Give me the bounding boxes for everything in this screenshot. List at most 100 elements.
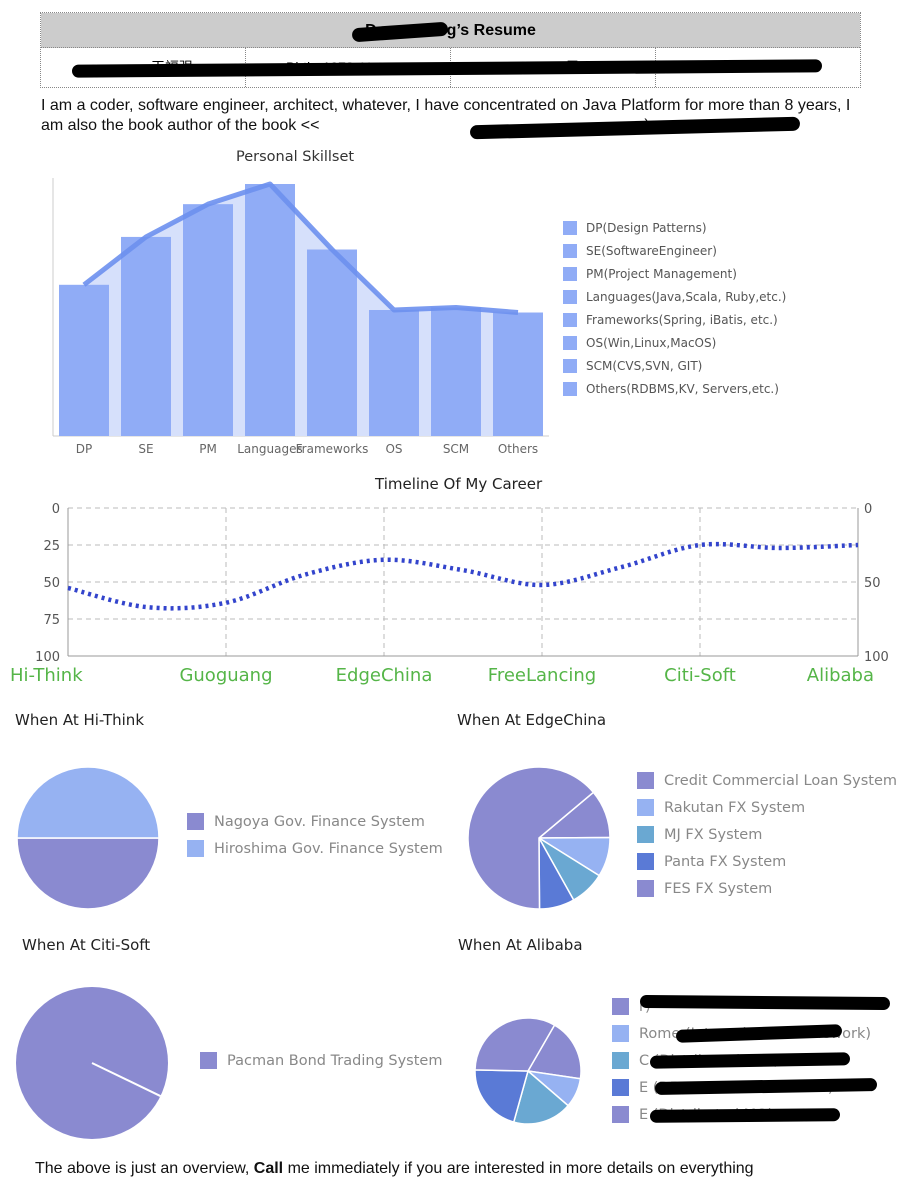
legend-swatch bbox=[563, 243, 577, 258]
legend-item: SE(SoftwareEngineer) bbox=[563, 239, 786, 262]
y-tick-label-left: 25 bbox=[43, 539, 60, 554]
pie-legend-swatch bbox=[612, 1079, 629, 1096]
pie-legend-swatch bbox=[637, 826, 654, 843]
pie-title-citisoft: When At Citi-Soft bbox=[22, 936, 151, 954]
pie-legend-item: Pacman Bond Trading System bbox=[200, 1047, 442, 1074]
legend-swatch bbox=[563, 358, 577, 373]
pie-slice bbox=[512, 1069, 570, 1125]
pie-legend-label: Hiroshima Gov. Finance System bbox=[214, 840, 443, 857]
pie-chart-hithink bbox=[16, 766, 160, 910]
pie-legend-label: Pacman Bond Trading System bbox=[227, 1052, 443, 1069]
legend-item: PM(Project Management) bbox=[563, 262, 786, 285]
redaction-mark bbox=[649, 1108, 841, 1123]
legend-item: Languages(Java,Scala, Ruby,etc.) bbox=[563, 285, 786, 308]
x-category-label: EdgeChina bbox=[336, 665, 433, 686]
resume-title: Dg’s Resume bbox=[41, 13, 860, 48]
pie-legend-swatch bbox=[187, 813, 204, 830]
pie-slice bbox=[16, 766, 160, 839]
redaction-mark bbox=[639, 994, 891, 1011]
pie-title-alibaba: When At Alibaba bbox=[458, 936, 583, 954]
pie-legend-item: Credit Commercial Loan System bbox=[637, 767, 897, 794]
legend-swatch bbox=[563, 335, 577, 350]
legend-swatch bbox=[563, 220, 577, 235]
x-category-label: Citi-Soft bbox=[664, 665, 736, 686]
pie-legend-swatch bbox=[612, 1052, 629, 1069]
pie-title-hithink: When At Hi-Think bbox=[15, 711, 145, 729]
footer-call-emphasis: Call bbox=[253, 1160, 284, 1177]
pie-slice bbox=[526, 1024, 582, 1080]
pie-slice bbox=[16, 837, 160, 910]
pie-legend-item: Hiroshima Gov. Finance System bbox=[187, 835, 443, 862]
legend-item: Others(RDBMS,KV, Servers,etc.) bbox=[563, 377, 786, 400]
pie-legend-label: MJ FX System bbox=[664, 826, 763, 843]
pie-legend-swatch bbox=[637, 880, 654, 897]
pie-legend-swatch bbox=[612, 1106, 629, 1123]
pie-legend-item: MJ FX System bbox=[637, 821, 897, 848]
pie-legend-label: Nagoya Gov. Finance System bbox=[214, 813, 425, 830]
pie-legend-label: Credit Commercial Loan System bbox=[664, 772, 897, 789]
y-tick-label-left: 50 bbox=[43, 576, 60, 591]
pie-legend-swatch bbox=[637, 853, 654, 870]
x-tick-label: Frameworks bbox=[296, 442, 369, 456]
legend-item: SCM(CVS,SVN, GIT) bbox=[563, 354, 786, 377]
pie-legend-swatch bbox=[612, 1025, 629, 1042]
y-tick-label-left: 0 bbox=[52, 502, 60, 517]
title-suffix: g’s Resume bbox=[446, 22, 536, 39]
pie-legend-swatch bbox=[187, 840, 204, 857]
legend-swatch bbox=[563, 312, 577, 327]
skills-chart-title: Personal Skillset bbox=[236, 149, 355, 165]
pie-slice bbox=[467, 766, 595, 910]
pie-legend-swatch bbox=[612, 998, 629, 1015]
x-category-label: FreeLancing bbox=[488, 665, 596, 686]
x-tick-label: DP bbox=[76, 442, 92, 456]
pie-chart-citisoft bbox=[16, 987, 168, 1139]
x-tick-label: PM bbox=[199, 442, 217, 456]
legend-label: PM(Project Management) bbox=[586, 266, 737, 281]
legend-item: DP(Design Patterns) bbox=[563, 216, 786, 239]
skills-trend-line bbox=[82, 181, 519, 316]
legend-label: Others(RDBMS,KV, Servers,etc.) bbox=[586, 381, 779, 396]
x-tick-label: OS bbox=[385, 442, 402, 456]
bar-dp bbox=[59, 284, 109, 436]
legend-swatch bbox=[563, 266, 577, 281]
footer-text: The above is just an overview, Call me i… bbox=[35, 1160, 754, 1178]
pie-legend-item: Nagoya Gov. Finance System bbox=[187, 808, 443, 835]
y-tick-label-left: 75 bbox=[43, 613, 60, 628]
legend-item: Frameworks(Spring, iBatis, etc.) bbox=[563, 308, 786, 331]
bar-scm bbox=[431, 307, 481, 436]
legend-label: Languages(Java,Scala, Ruby,etc.) bbox=[586, 289, 787, 304]
bar-os bbox=[369, 310, 419, 436]
legend-swatch bbox=[563, 289, 577, 304]
legend-label: Frameworks(Spring, iBatis, etc.) bbox=[586, 312, 778, 327]
bar-others bbox=[493, 312, 543, 436]
footer-text-end: me immediately if you are interested in … bbox=[283, 1160, 754, 1177]
pie-legend-item: FES FX System bbox=[637, 875, 897, 902]
legend-label: DP(Design Patterns) bbox=[586, 220, 707, 235]
pie-legend-label: FES FX System bbox=[664, 880, 773, 897]
pie-title-edgechina: When At EdgeChina bbox=[457, 711, 607, 729]
intro-text: I am a coder, software engineer, archite… bbox=[41, 97, 851, 134]
legend-item: OS(Win,Linux,MacOS) bbox=[563, 331, 786, 354]
pie-legend-item: Rakutan FX System bbox=[637, 794, 897, 821]
x-tick-label: SE bbox=[138, 442, 153, 456]
skills-legend: DP(Design Patterns) SE(SoftwareEngineer) P… bbox=[563, 216, 786, 400]
pie-legend-label: Panta FX System bbox=[664, 853, 787, 870]
pie-legend-swatch bbox=[200, 1052, 217, 1069]
timeline-chart-title: Timeline Of My Career bbox=[375, 475, 543, 493]
y-tick-label-right: 0 bbox=[864, 502, 872, 517]
pie-legend-swatch bbox=[637, 772, 654, 789]
y-tick-label-right: 50 bbox=[864, 576, 881, 591]
pie-chart-edgechina bbox=[467, 766, 611, 910]
x-tick-label: Languages bbox=[237, 442, 302, 456]
x-category-label: Alibaba bbox=[807, 665, 874, 686]
pie-slice bbox=[474, 1069, 529, 1123]
footer-text-start: The above is just an overview, bbox=[35, 1160, 254, 1177]
x-tick-label: Others bbox=[498, 442, 538, 456]
x-category-label: Hi-Think bbox=[10, 665, 83, 686]
pie-legend-label: Rakutan FX System bbox=[664, 799, 806, 816]
bar-pm bbox=[183, 204, 233, 436]
pie-slice-edge bbox=[91, 1062, 161, 1097]
legend-swatch bbox=[563, 381, 577, 396]
